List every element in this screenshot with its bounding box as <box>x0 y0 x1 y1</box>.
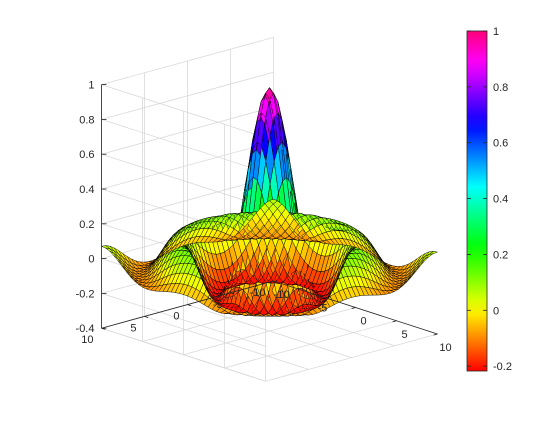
x-tick-mark <box>351 307 356 309</box>
z-tick-label: 1 <box>88 80 94 92</box>
y-tick-label: 10 <box>81 334 93 346</box>
x-tick-label: 5 <box>401 329 407 341</box>
y-tick-mark <box>273 280 278 283</box>
x-tick-label: -10 <box>274 289 290 301</box>
y-tick-label: 5 <box>130 322 136 334</box>
colorbar-tick-label: 0.2 <box>493 249 508 261</box>
y-tick-label: -10 <box>250 287 266 299</box>
y-tick-mark <box>187 304 192 307</box>
x-tick-mark <box>392 320 397 323</box>
x-tick-label: 10 <box>439 342 451 354</box>
colorbar-tick-label: 0 <box>493 305 499 317</box>
y-tick-label: -5 <box>213 299 223 311</box>
x-tick-mark <box>433 333 438 336</box>
surface-face <box>428 250 438 255</box>
z-tick-label: 0.4 <box>79 184 94 196</box>
x-tick-label: 0 <box>360 316 366 328</box>
y-tick-mark <box>230 292 235 295</box>
colorbar-tick-label: 0.8 <box>493 82 508 94</box>
z-tick-label: 0.8 <box>79 114 94 126</box>
x-tick-mark <box>310 293 315 296</box>
sinc-surface <box>101 87 438 317</box>
z-tick-label: -0.4 <box>76 323 95 335</box>
y-tick-label: 0 <box>173 311 179 323</box>
colorbar: -0.2 0 0.2 0.4 0.6 0.8 1 <box>466 26 512 373</box>
x-tick-mark <box>269 280 274 283</box>
colorbar-tick-label: 0.6 <box>493 138 508 150</box>
x-tick-label: -5 <box>318 302 328 314</box>
y-tick-mark <box>144 316 149 318</box>
colorbar-tick-label: 0.4 <box>493 194 508 206</box>
z-tick-label: 0 <box>88 254 94 266</box>
x-axis-ticks: -10 -5 0 5 10 <box>269 280 452 354</box>
y-axis-ticks: -10 -5 0 5 10 <box>81 280 278 346</box>
colorbar-gradient <box>466 30 488 372</box>
z-axis-ticks: -0.4 -0.2 0 0.2 0.4 0.6 0.8 1 <box>76 80 107 335</box>
colorbar-tick-label: 1 <box>493 26 499 38</box>
z-tick-label: -0.2 <box>76 288 95 300</box>
colorbar-ticks: -0.2 0 0.2 0.4 0.6 0.8 1 <box>467 26 512 373</box>
z-tick-label: 0.2 <box>79 219 94 231</box>
colorbar-tick-label: -0.2 <box>493 361 512 373</box>
z-tick-label: 0.6 <box>79 149 94 161</box>
